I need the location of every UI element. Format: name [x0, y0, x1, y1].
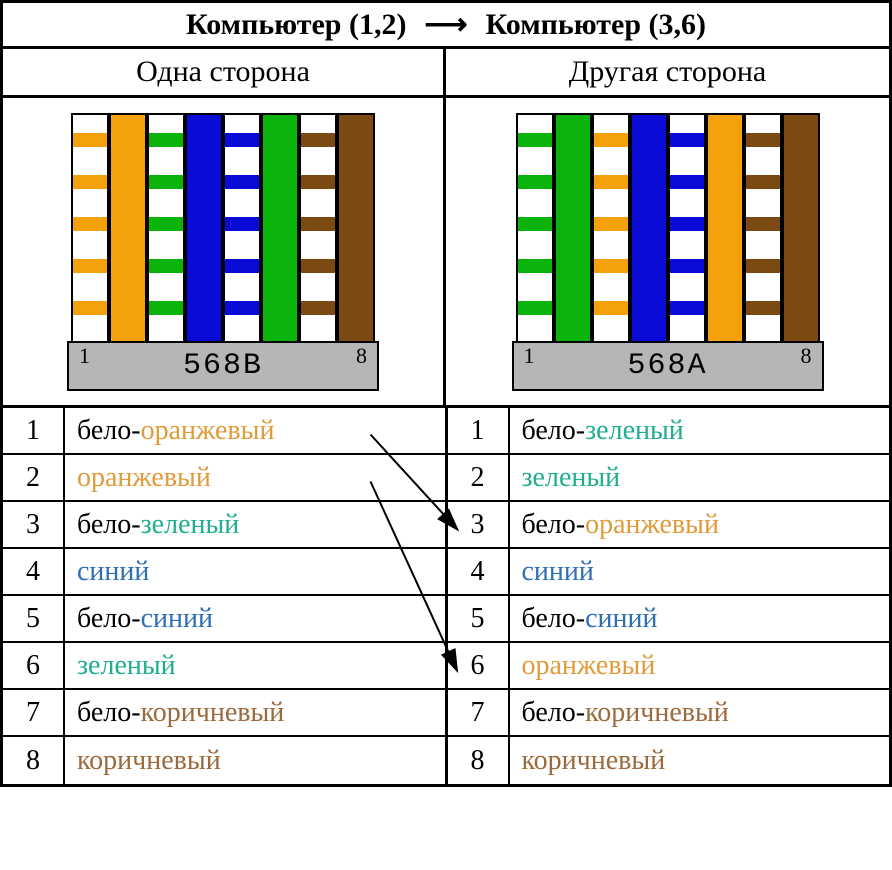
wire-green-stripe: [147, 113, 185, 343]
title-right: Компьютер (3,6): [486, 8, 707, 42]
title-row: Компьютер (1,2) ⟶ Компьютер (3,6): [3, 3, 889, 49]
row-text-left: бело-синий: [65, 596, 448, 641]
title-left: Компьютер (1,2): [186, 8, 407, 42]
row-text-left: зеленый: [65, 643, 448, 688]
row-num-right: 3: [448, 502, 510, 547]
row-text-right: коричневый: [510, 737, 890, 784]
header-row: Одна сторона Другая сторона: [3, 49, 889, 98]
row-text-right: зеленый: [510, 455, 890, 500]
connector-base-right: 1 568A 8: [512, 341, 824, 391]
wire-row-5: 5бело-синий5бело-синий: [3, 596, 889, 643]
row-num-left: 6: [3, 643, 65, 688]
wire-blue: [630, 113, 668, 343]
wire-brown: [782, 113, 820, 343]
wire-green-stripe: [516, 113, 554, 343]
row-num-left: 1: [3, 408, 65, 453]
arrow-icon: ⟶: [424, 7, 467, 42]
row-text-left: бело-зеленый: [65, 502, 448, 547]
row-num-left: 3: [3, 502, 65, 547]
pin-8-label: 8: [801, 343, 812, 369]
row-text-right: оранжевый: [510, 643, 890, 688]
wire-blue-stripe: [668, 113, 706, 343]
row-num-right: 1: [448, 408, 510, 453]
diagram-right-col: 1 568A 8: [446, 98, 889, 405]
wire-row-8: 8коричневый8коричневый: [3, 737, 889, 784]
row-num-right: 5: [448, 596, 510, 641]
wire-blue-stripe: [223, 113, 261, 343]
wire-row-6: 6зеленый6оранжевый: [3, 643, 889, 690]
row-num-right: 8: [448, 737, 510, 784]
row-num-right: 4: [448, 549, 510, 594]
pin-1-label: 1: [79, 343, 90, 369]
wire-orange-stripe: [71, 113, 109, 343]
row-num-right: 7: [448, 690, 510, 735]
wire-brown-stripe: [299, 113, 337, 343]
row-text-right: синий: [510, 549, 890, 594]
row-text-left: бело-оранжевый: [65, 408, 448, 453]
diagram-row: 1 568B 8 1 568A 8: [3, 98, 889, 408]
row-text-right: бело-синий: [510, 596, 890, 641]
connector-label-left: 568B: [183, 349, 263, 383]
row-num-left: 7: [3, 690, 65, 735]
connector-base-left: 1 568B 8: [67, 341, 379, 391]
connector-568b: 1 568B 8: [67, 113, 379, 391]
wire-brown: [337, 113, 375, 343]
wire-green: [554, 113, 592, 343]
row-text-right: бело-зеленый: [510, 408, 890, 453]
row-text-left: бело-коричневый: [65, 690, 448, 735]
wire-row-2: 2оранжевый2зеленый: [3, 455, 889, 502]
row-text-left: синий: [65, 549, 448, 594]
wire-green: [261, 113, 299, 343]
wire-row-1: 1бело-оранжевый1бело-зеленый: [3, 408, 889, 455]
row-text-right: бело-оранжевый: [510, 502, 890, 547]
diagram-left-col: 1 568B 8: [3, 98, 446, 405]
connector-label-right: 568A: [627, 349, 707, 383]
wire-blue: [185, 113, 223, 343]
wire-row-4: 4синий4синий: [3, 549, 889, 596]
wire-orange-stripe: [592, 113, 630, 343]
pin-1-label: 1: [524, 343, 535, 369]
row-num-left: 4: [3, 549, 65, 594]
wire-row-3: 3бело-зеленый3бело-оранжевый: [3, 502, 889, 549]
connector-568a: 1 568A 8: [512, 113, 824, 391]
wire-list: 1бело-оранжевый1бело-зеленый2оранжевый2з…: [3, 408, 889, 784]
wire-brown-stripe: [744, 113, 782, 343]
row-text-left: коричневый: [65, 737, 448, 784]
cable-pinout-table: Компьютер (1,2) ⟶ Компьютер (3,6) Одна с…: [0, 0, 892, 787]
header-left: Одна сторона: [3, 49, 446, 95]
header-right: Другая сторона: [446, 49, 889, 95]
wire-orange: [109, 113, 147, 343]
row-text-right: бело-коричневый: [510, 690, 890, 735]
row-num-right: 2: [448, 455, 510, 500]
pin-8-label: 8: [356, 343, 367, 369]
row-num-left: 5: [3, 596, 65, 641]
row-num-right: 6: [448, 643, 510, 688]
row-text-left: оранжевый: [65, 455, 448, 500]
row-num-left: 2: [3, 455, 65, 500]
row-num-left: 8: [3, 737, 65, 784]
wire-row-7: 7бело-коричневый7бело-коричневый: [3, 690, 889, 737]
wire-orange: [706, 113, 744, 343]
